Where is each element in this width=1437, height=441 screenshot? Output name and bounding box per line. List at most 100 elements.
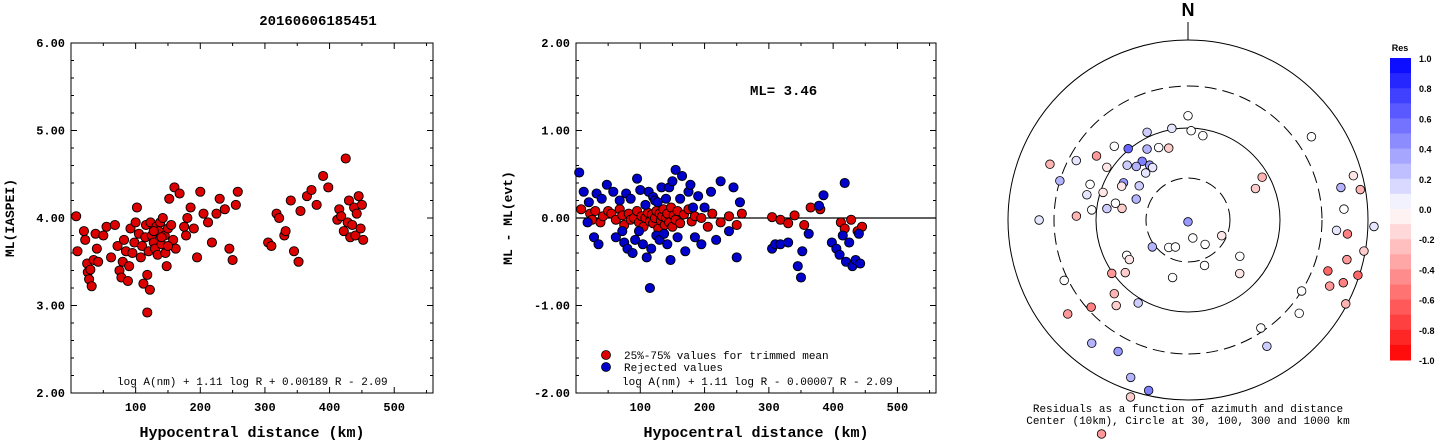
station-marker (1134, 181, 1144, 191)
panel-residual-vs-distance: -2.00 -1.00 0.00 1.00 2.00 100 200 300 400 500 M… (501, 37, 937, 441)
ring-1000km (1007, 39, 1369, 401)
data-point (353, 191, 364, 202)
x-axis-ticks: 100 200 300 400 500 (102, 43, 428, 415)
data-point (131, 202, 142, 213)
data-point (783, 237, 794, 248)
station-marker (1257, 172, 1267, 182)
station-marker (1063, 309, 1073, 319)
station-marker (1096, 429, 1107, 439)
data-point (635, 184, 646, 196)
data-point (106, 252, 117, 263)
data-point (118, 234, 130, 245)
station-marker (1262, 341, 1272, 351)
colorbar-segment (1390, 269, 1411, 285)
station-marker (1116, 181, 1127, 191)
data-point (582, 217, 593, 228)
data-point (98, 230, 109, 241)
data-point (72, 246, 83, 257)
station-marker (1109, 288, 1120, 299)
data-points (71, 153, 369, 318)
colorbar-title: Res (1392, 43, 1409, 53)
caption-line1: Residuals as a function of azimuth and d… (1033, 404, 1343, 416)
data-point (731, 252, 742, 263)
data-point (144, 284, 155, 295)
panel-polar-residuals: N Residuals as a function of azimuth and… (1007, 0, 1435, 439)
y-tick-label: 1.00 (541, 125, 570, 139)
data-point (323, 182, 334, 193)
data-point (675, 193, 686, 204)
data-point (696, 239, 707, 250)
data-point (78, 226, 89, 237)
station-marker (1359, 246, 1369, 256)
data-point (148, 226, 159, 237)
station-marker (1341, 299, 1351, 309)
station-marker (1137, 156, 1147, 167)
station-marker (1167, 123, 1177, 134)
station-marker (1142, 144, 1152, 154)
y-axis-ticks: -2.00 -1.00 0.00 1.00 2.00 (534, 37, 936, 401)
y-tick-label: 6.00 (36, 37, 65, 51)
data-point (715, 176, 726, 187)
station-marker (1124, 254, 1135, 265)
data-point (202, 217, 214, 228)
data-point (707, 208, 718, 219)
data-point (723, 211, 735, 222)
colorbar-segment (1390, 178, 1411, 195)
data-point (211, 208, 222, 219)
station-marker (1034, 215, 1044, 225)
colorbar-segment (1390, 344, 1411, 361)
station-marker (1306, 132, 1317, 142)
legend-marker-trimmed (601, 350, 611, 360)
data-point (711, 234, 722, 245)
data-point (672, 232, 683, 243)
data-point (578, 186, 589, 197)
data-point (71, 211, 82, 222)
station-marker (1071, 211, 1082, 221)
data-point (576, 204, 587, 215)
station-marker (1071, 155, 1081, 166)
colorbar-label: 1.0 (1419, 54, 1432, 64)
data-point (156, 232, 167, 243)
data-point (596, 193, 607, 204)
data-point (614, 195, 625, 206)
station-marker (1353, 270, 1363, 280)
x-tick-label: 200 (189, 401, 211, 415)
data-point (336, 211, 347, 222)
data-point (667, 176, 678, 187)
station-marker (1086, 302, 1096, 312)
station-marker (1102, 203, 1112, 214)
data-point (646, 243, 657, 254)
data-point (198, 208, 209, 219)
data-point (295, 205, 306, 217)
station-marker (1131, 161, 1141, 172)
station-marker (1126, 372, 1136, 383)
y-tick-label: 0.00 (541, 212, 570, 226)
y-tick-label: -2.00 (534, 387, 570, 401)
data-point (306, 184, 317, 196)
station-marker (1142, 127, 1152, 137)
station-marker (1198, 130, 1208, 141)
data-point (195, 186, 206, 197)
data-point (837, 230, 848, 241)
station-marker (1085, 179, 1095, 190)
data-point (112, 240, 123, 252)
data-point (699, 202, 710, 213)
station-marker (1147, 242, 1158, 252)
data-point (640, 199, 651, 210)
data-point (280, 226, 291, 237)
colorbar-label: 0.0 (1419, 205, 1432, 215)
station-marker (1217, 231, 1227, 241)
data-point (641, 252, 652, 263)
colorbar-segment (1390, 193, 1411, 210)
station-marker (1107, 268, 1117, 279)
legend-marker-rejected (601, 362, 611, 372)
magnitude-annotation: ML= 3.46 (750, 84, 817, 100)
data-point (293, 256, 304, 267)
colorbar-segment (1390, 73, 1411, 89)
data-point (356, 199, 367, 210)
data-point (715, 217, 726, 228)
colorbar-segment (1390, 58, 1411, 74)
data-point (124, 261, 135, 272)
data-point (728, 182, 739, 193)
station-marker (1294, 308, 1304, 319)
